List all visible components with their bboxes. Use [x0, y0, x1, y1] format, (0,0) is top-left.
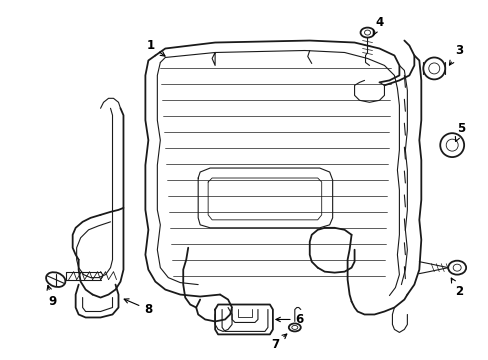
Text: 6: 6 [275, 313, 303, 326]
Text: 9: 9 [47, 285, 57, 308]
Text: 7: 7 [270, 334, 286, 351]
Text: 4: 4 [372, 16, 383, 35]
Text: 2: 2 [450, 278, 462, 298]
Text: 3: 3 [448, 44, 462, 65]
Text: 8: 8 [124, 299, 152, 316]
Text: 1: 1 [146, 39, 164, 56]
Text: 5: 5 [454, 122, 465, 141]
